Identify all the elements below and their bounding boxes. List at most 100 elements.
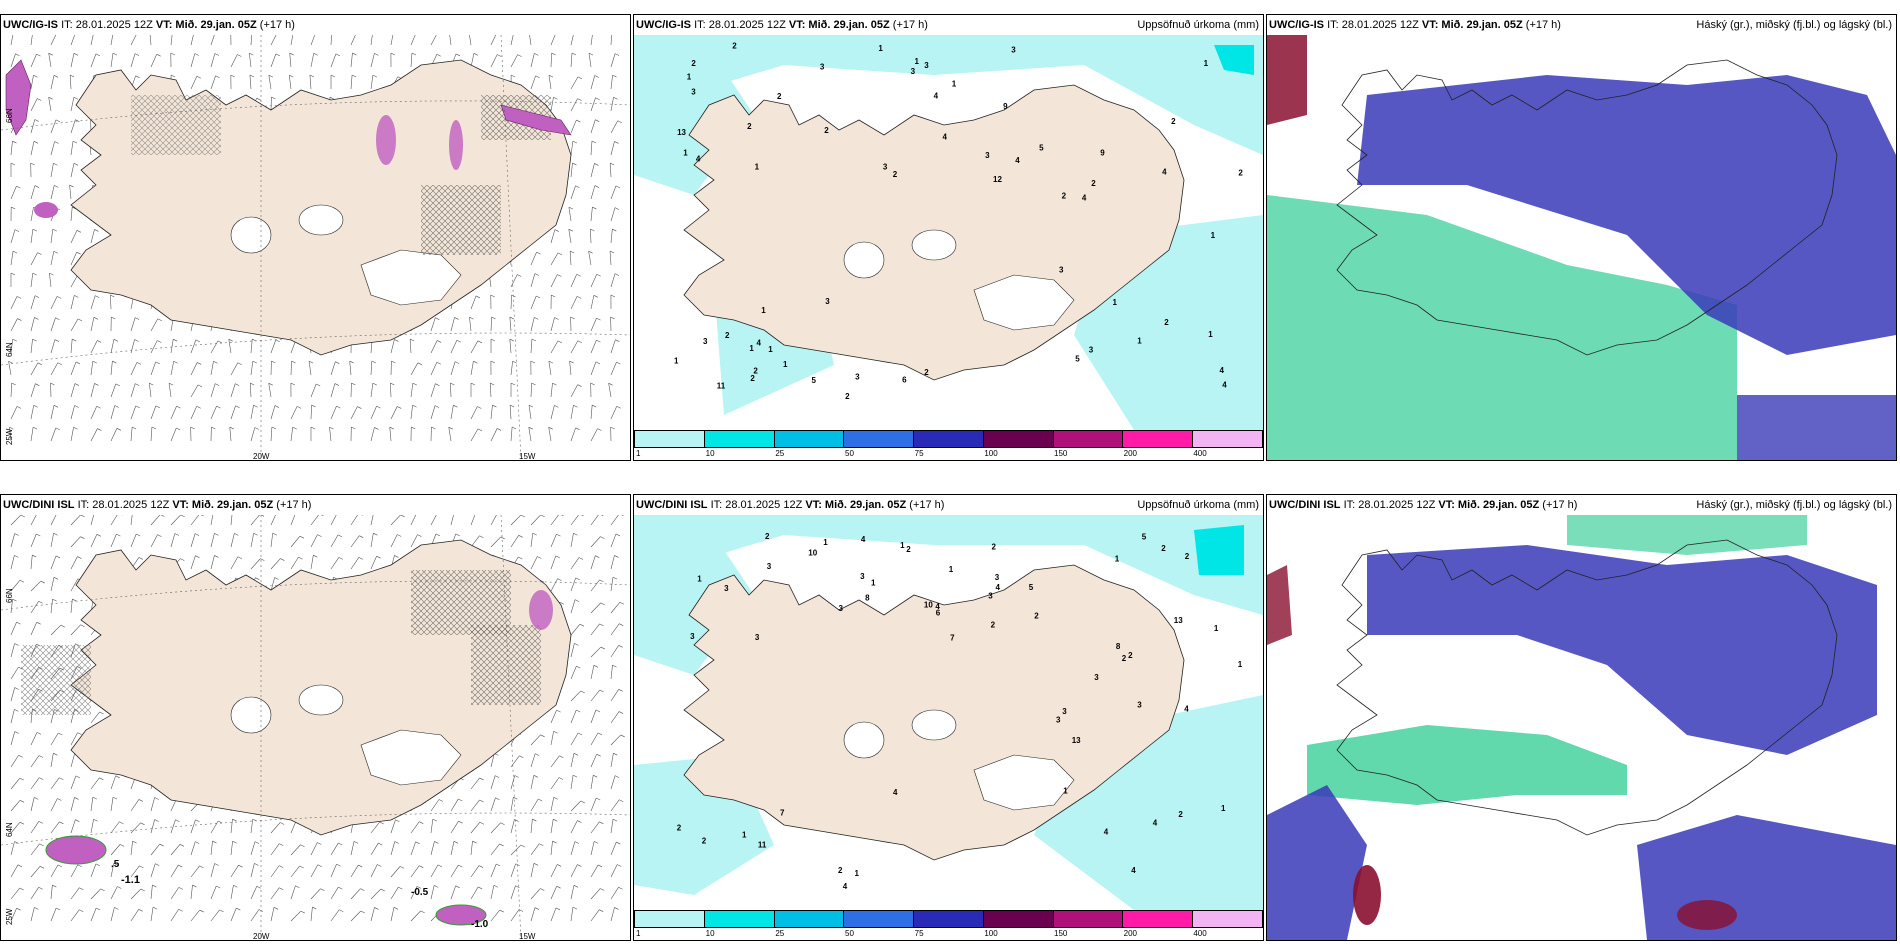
wind-barb-flag [37, 362, 43, 366]
wind-barb-flag [595, 119, 600, 122]
wind-barb-flag [289, 52, 294, 56]
wind-barb-flag [455, 885, 460, 889]
colorbar-swatch [774, 431, 845, 447]
wind-barb [290, 35, 294, 46]
wind-barb-flag [510, 382, 516, 386]
wind-barb-flag [590, 382, 595, 386]
wind-barb [570, 76, 579, 90]
precip-value: 3 [855, 373, 860, 382]
glacier [230, 216, 272, 254]
wind-barb [90, 383, 95, 398]
wind-barb [570, 800, 582, 812]
wind-barb-flag [136, 362, 142, 365]
wind-barb-flag [500, 536, 505, 540]
wind-barb-flag [395, 819, 400, 823]
wind-barb-flag [157, 534, 162, 537]
wind-barb-flag [453, 404, 458, 408]
wind-barb-flag [249, 74, 255, 78]
panel-header: UWC/DINI ISL IT: 28.01.2025 12Z VT: Mið.… [1269, 499, 1578, 511]
precip-value: 9 [1100, 148, 1105, 157]
wind-barb-flag [16, 621, 21, 625]
wind-barb-flag [612, 74, 617, 78]
wind-barb [550, 515, 559, 526]
wind-barb-flag [615, 339, 620, 342]
wind-barb [530, 273, 536, 288]
wind-barb [170, 909, 179, 922]
wind-barb [190, 555, 196, 570]
precip-value: 3 [690, 632, 695, 641]
wind-barb [110, 515, 118, 526]
wind-barb [30, 580, 42, 592]
wind-barb-flag [32, 338, 37, 342]
wind-barb [570, 709, 577, 724]
wind-barb [290, 535, 301, 548]
wind-barb-flag [73, 163, 79, 166]
wind-barb [610, 799, 620, 812]
wind-barb [10, 822, 21, 834]
wind-barb-flag [135, 405, 140, 409]
wind-barb-flag [553, 797, 558, 800]
wind-barb [150, 885, 153, 900]
wind-barb [70, 383, 76, 398]
wind-barb [270, 887, 280, 900]
wind-barb-flag [32, 426, 38, 430]
colorbar-label: 50 [845, 929, 854, 938]
high-cloud [1307, 725, 1627, 805]
wind-barb-flag [156, 53, 161, 57]
wind-barb-flag [39, 866, 45, 869]
wind-barb-flag [94, 229, 99, 232]
wind-barb [570, 557, 580, 570]
wind-barb [450, 515, 454, 526]
wind-barb [610, 734, 621, 746]
wind-barb-flag [19, 579, 25, 583]
wind-barb [590, 536, 601, 548]
wind-barb [149, 383, 152, 398]
wind-barb [110, 383, 117, 398]
wind-barb [310, 888, 321, 900]
wind-barb [570, 185, 576, 200]
wind-barb-flag [335, 53, 341, 57]
wind-barb [30, 383, 36, 398]
wind-barb-flag [335, 361, 340, 364]
wind-barb [10, 296, 18, 310]
precip-value: 4 [893, 788, 898, 797]
wind-barb [50, 229, 54, 244]
wind-barb-flag [48, 96, 53, 100]
wind-barb-flag [419, 865, 424, 868]
precip-value: 1 [915, 57, 920, 66]
precip-value: 1 [749, 344, 754, 353]
wind-barb-flag [478, 865, 484, 868]
wind-barb [50, 362, 59, 376]
wind-barb-flag [180, 515, 185, 518]
wind-barb-flag [532, 532, 537, 536]
precip-value: 2 [1185, 552, 1190, 561]
wind-barb [390, 515, 401, 526]
wind-barb [170, 864, 179, 878]
high-cloud [1267, 195, 1737, 460]
wind-barb [590, 274, 597, 288]
wind-barb [90, 534, 98, 548]
wind-barb [509, 317, 512, 332]
wind-barb [470, 777, 480, 790]
wind-barb-flag [111, 316, 116, 320]
wind-barb-flag [113, 863, 118, 866]
wind-barb-flag [619, 601, 625, 605]
wind-barb-flag [556, 709, 561, 713]
wind-barb [410, 534, 418, 548]
wind-barb [70, 909, 80, 922]
wind-barb [30, 119, 36, 134]
wind-barb-flag [573, 532, 578, 536]
wind-barb-flag [620, 734, 625, 738]
wind-barb [110, 428, 118, 442]
wind-barb-flag [509, 338, 514, 342]
wind-barb [590, 689, 600, 702]
wind-barb-flag [30, 162, 35, 166]
wind-barb-flag [292, 426, 297, 430]
wind-barb-flag [551, 294, 556, 298]
precip-value: 1 [949, 565, 954, 574]
wind-barb-flag [612, 664, 617, 668]
wind-barb [90, 797, 94, 812]
colorbar-label: 150 [1054, 929, 1068, 938]
